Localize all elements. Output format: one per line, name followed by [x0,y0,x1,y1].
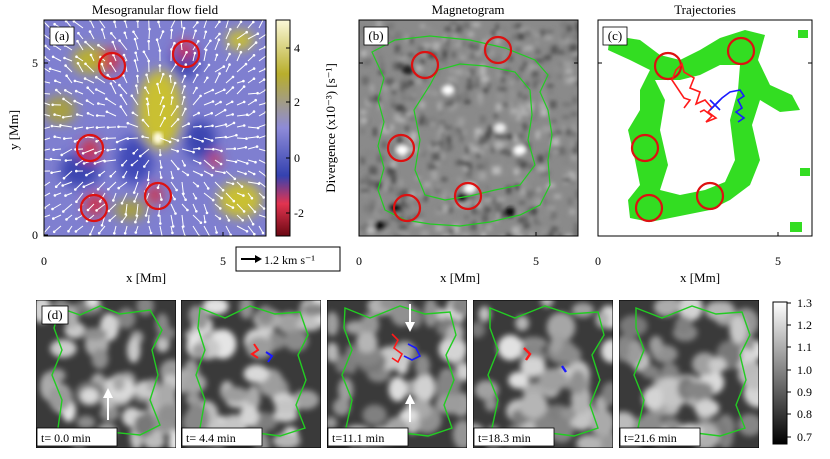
panel-b-tag: (b) [368,28,383,43]
panel-a-xtick: 5 [220,254,226,268]
intensity-tick: 0.8 [797,407,812,421]
circle-marker [171,39,201,69]
frame-time-label: t= 0.0 min [41,431,91,445]
panel-c: Trajectories (c) 0 5 x [ [595,2,813,285]
network-mask [608,30,810,232]
panel-a-xlabel: x [Mm] [126,270,166,285]
circle-marker [634,193,664,223]
panel-a-tag: (a) [55,28,69,43]
frame-3-overlay [487,305,605,437]
red-trajectory [671,62,713,109]
panel-c-title: Trajectories [674,2,736,17]
panel-b-title: Magnetogram [432,2,505,17]
blue-trajectory [715,89,746,123]
colorbar-tick: -2 [294,206,304,220]
intensity-tick: 0.7 [797,430,812,444]
panel-b-xtick: 5 [533,254,539,268]
trajectory-map [598,20,812,236]
panel-a-title: Mesogranular flow field [92,2,219,17]
frame-2-overlay [341,304,457,437]
circle-marker [695,181,725,211]
intensity-tick: 1.0 [797,363,812,377]
panel-b-frame [358,19,579,237]
panel-d: (d) t= 0.0 min t= 4.4 min t=11.1 min t=1… [36,296,812,448]
frame-4-overlay [633,305,751,437]
colorbar-tick: 2 [294,95,300,109]
start-marker [709,99,721,111]
intensity-tick: 1.1 [797,340,812,354]
panel-b: Magnetogram (b) 0 5 x [Mm] [356,2,579,285]
panel-c-frame [597,19,813,237]
panel-a-ytick: 5 [32,56,38,70]
red-trajectory [699,105,718,123]
frame-1-overlay [195,305,309,437]
colorbar-tick: 0 [294,151,300,165]
panel-a-xtick: 0 [41,254,47,268]
panel-b-xtick: 0 [356,254,362,268]
circle-marker [75,133,105,163]
frame-time-label: t=21.6 min [624,431,677,445]
panel-c-tag: (c) [608,28,622,43]
granulation-frame [619,300,759,448]
panel-c-xtick: 5 [775,254,781,268]
panel-c-xlabel: x [Mm] [680,270,720,285]
granulation-frame [473,300,613,448]
circle-marker [410,50,440,80]
frame-time-label: t= 4.4 min [186,431,236,445]
panel-a: Mesogranular flow field [6,2,341,285]
panel-a-frame [43,19,267,237]
circle-marker [453,181,483,211]
flow-vectors [44,20,266,236]
panel-a-ytick: 0 [32,228,38,242]
colorbar-tick: 4 [294,41,300,55]
colorbar-label: Divergence (x10⁻³) [s⁻¹] [323,63,338,193]
intensity-colorbar [772,301,788,445]
circle-marker [386,133,416,163]
circle-marker [143,181,173,211]
circle-marker [79,193,109,223]
panel-d-tag: (d) [47,307,62,322]
panel-b-xlabel: x [Mm] [440,270,480,285]
circle-marker [392,193,422,223]
intensity-tick: 1.3 [797,296,812,310]
intensity-tick: 0.9 [797,385,812,399]
circle-marker [483,35,513,65]
divergence-map [44,20,266,236]
frame-0-overlay [51,305,163,437]
arrow-key-label: 1.2 km s⁻¹ [264,253,315,267]
circle-marker [97,51,127,81]
divergence-colorbar [275,19,291,237]
frame-time-label: t=18.3 min [478,431,531,445]
panel-a-ylabel: y [Mm] [6,110,21,150]
granulation-frame [181,300,321,448]
panel-c-xtick: 0 [595,254,601,268]
circle-marker [726,36,756,66]
magnetogram-map [359,20,578,236]
frame-time-label: t=11.1 min [332,431,384,445]
circle-marker [630,133,660,163]
intensity-tick: 1.2 [797,318,812,332]
